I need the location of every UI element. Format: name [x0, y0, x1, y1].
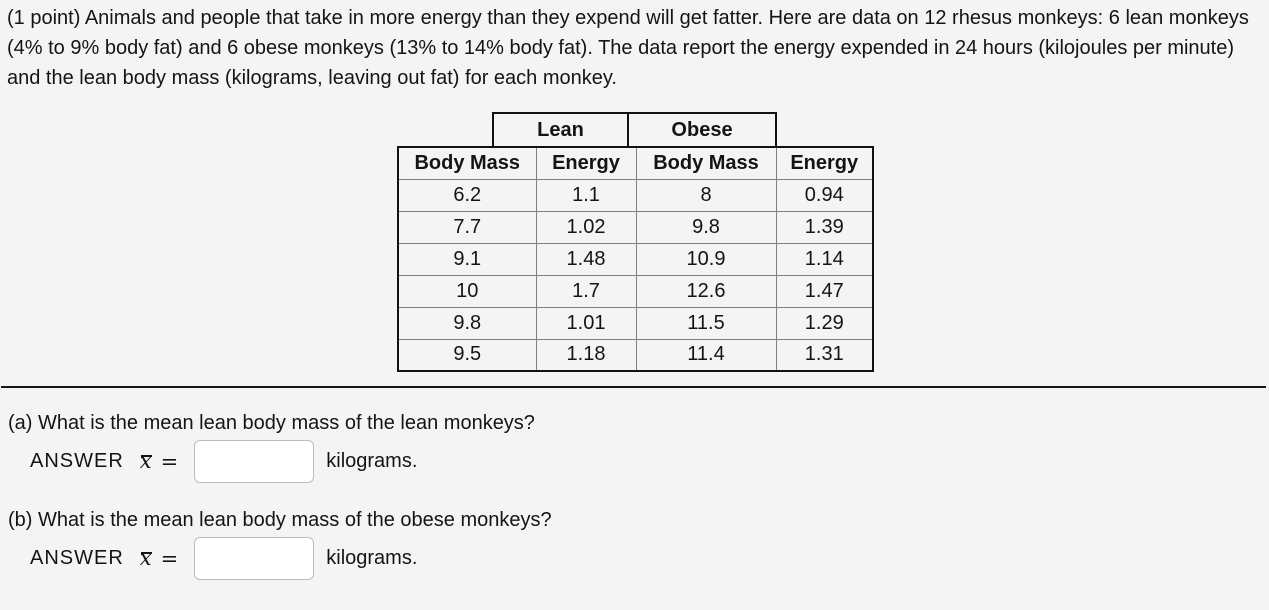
table-cell: 1.01 — [535, 306, 637, 340]
equals-sign: = — [160, 546, 179, 571]
table-cell: 1.29 — [775, 306, 874, 340]
answer-word: ANSWER — [30, 547, 124, 569]
table-row: 10 1.7 12.6 1.47 — [397, 274, 874, 308]
table-cell: 11.4 — [635, 338, 777, 372]
table-cell: 9.8 — [397, 306, 537, 340]
table-cell: 11.5 — [635, 306, 777, 340]
table-cell: 1.31 — [775, 338, 874, 372]
unit-label: kilograms. — [326, 547, 418, 569]
answer-input-b[interactable] — [194, 537, 315, 580]
column-header-obese-body-mass: Body Mass — [635, 146, 777, 180]
answer-row-a: ANSWER x = kilograms. — [30, 440, 417, 483]
table-group-header-row: Lean Obese — [492, 112, 874, 146]
monkey-data-table: Body Mass Energy Body Mass Energy 6.2 1.… — [397, 146, 874, 372]
table-cell: 1.1 — [535, 178, 637, 212]
question-a-label: (a) What is the mean lean body mass of t… — [8, 412, 535, 434]
equals-sign: = — [160, 449, 179, 474]
column-header-lean-body-mass: Body Mass — [397, 146, 537, 180]
table-cell: 1.47 — [775, 274, 874, 308]
column-header-lean-energy: Energy — [535, 146, 637, 180]
table-cell: 10 — [397, 274, 537, 308]
answer-row-b: ANSWER x = kilograms. — [30, 537, 417, 580]
table-cell: 9.1 — [397, 242, 537, 276]
table-row: 6.2 1.1 8 0.94 — [397, 178, 874, 212]
table-cell: 10.9 — [635, 242, 777, 276]
xbar-symbol: x — [139, 546, 152, 570]
table-cell: 12.6 — [635, 274, 777, 308]
data-table-container: Lean Obese Body Mass Energy Body Mass En… — [397, 112, 874, 372]
section-divider — [1, 386, 1266, 388]
problem-intro: (1 point) Animals and people that take i… — [7, 7, 1249, 89]
table-row: 9.5 1.18 11.4 1.31 — [397, 338, 874, 372]
table-cell: 1.39 — [775, 210, 874, 244]
group-header-obese: Obese — [627, 112, 777, 146]
table-cell: 1.18 — [535, 338, 637, 372]
table-cell: 1.14 — [775, 242, 874, 276]
group-header-lean: Lean — [492, 112, 627, 146]
table-cell: 8 — [635, 178, 777, 212]
answer-input-a[interactable] — [194, 440, 315, 483]
xbar-symbol: x — [139, 449, 152, 473]
table-row: 7.7 1.02 9.8 1.39 — [397, 210, 874, 244]
table-cell: 9.5 — [397, 338, 537, 372]
table-cell: 9.8 — [635, 210, 777, 244]
table-row: 9.1 1.48 10.9 1.14 — [397, 242, 874, 276]
table-cell: 1.02 — [535, 210, 637, 244]
table-cell: 6.2 — [397, 178, 537, 212]
table-cell: 7.7 — [397, 210, 537, 244]
table-row: 9.8 1.01 11.5 1.29 — [397, 306, 874, 340]
table-cell: 1.7 — [535, 274, 637, 308]
answer-word: ANSWER — [30, 450, 124, 472]
table-header-row: Body Mass Energy Body Mass Energy — [397, 146, 874, 180]
table-cell: 1.48 — [535, 242, 637, 276]
question-b-label: (b) What is the mean lean body mass of t… — [8, 509, 552, 531]
column-header-obese-energy: Energy — [775, 146, 874, 180]
table-cell: 0.94 — [775, 178, 874, 212]
unit-label: kilograms. — [326, 450, 418, 472]
